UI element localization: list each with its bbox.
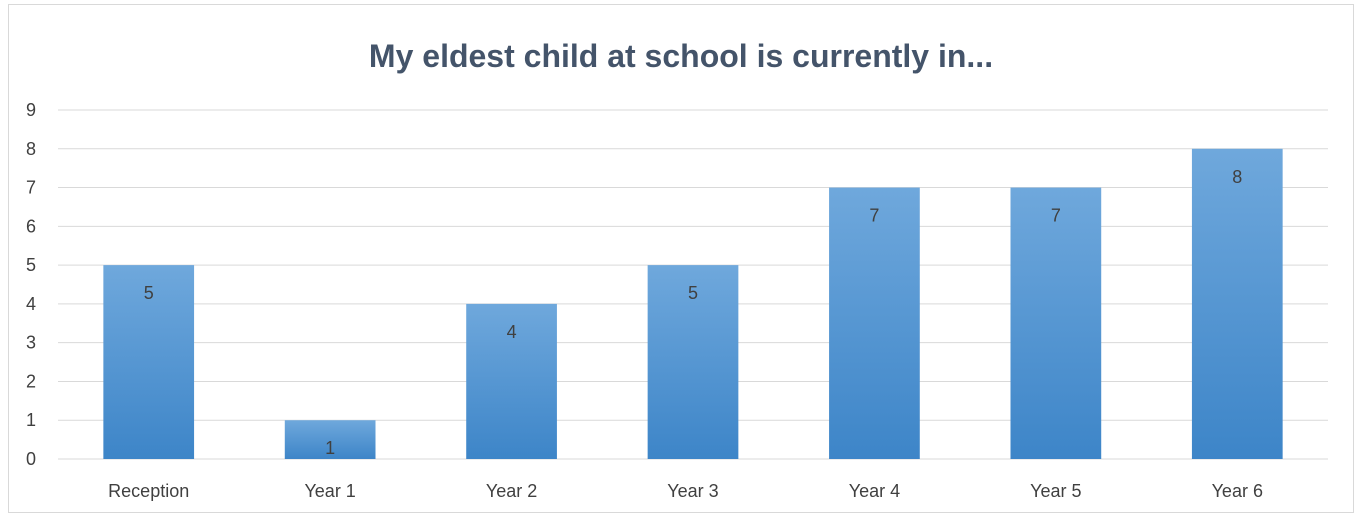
x-tick-label: Year 6 <box>1212 481 1263 501</box>
bar <box>1010 187 1102 460</box>
y-tick-label: 3 <box>26 333 36 353</box>
data-label: 4 <box>507 322 517 342</box>
y-tick-label: 1 <box>26 410 36 430</box>
y-tick-label: 2 <box>26 371 36 391</box>
bar <box>1191 148 1283 459</box>
y-tick-label: 9 <box>26 100 36 120</box>
y-tick-label: 5 <box>26 255 36 275</box>
data-label: 8 <box>1232 167 1242 187</box>
bar <box>466 303 557 459</box>
data-label: 1 <box>325 438 335 458</box>
data-label: 7 <box>1051 206 1061 226</box>
x-tick-label: Reception <box>108 481 189 501</box>
x-tick-label: Year 3 <box>667 481 718 501</box>
bars: 5 1 4 5 7 7 8 <box>103 148 1283 460</box>
chart-title: My eldest child at school is currently i… <box>368 38 994 74</box>
x-tick-label: Year 2 <box>486 481 537 501</box>
x-tick-label: Year 5 <box>1030 481 1081 501</box>
bar <box>829 187 920 460</box>
y-tick-label: 4 <box>26 294 36 314</box>
bar <box>284 420 376 459</box>
data-label: 5 <box>144 283 154 303</box>
y-tick-label: 7 <box>26 178 36 198</box>
y-tick-label: 8 <box>26 139 36 159</box>
bar <box>647 265 739 459</box>
x-tick-label: Year 1 <box>304 481 355 501</box>
x-axis-ticks: Reception Year 1 Year 2 Year 3 Year 4 Year 5 Y… <box>108 481 1263 501</box>
data-label: 5 <box>688 283 698 303</box>
y-tick-label: 6 <box>26 216 36 236</box>
y-axis-ticks: 0 1 2 3 4 5 6 7 8 9 <box>26 100 36 469</box>
y-tick-label: 0 <box>26 449 36 469</box>
x-tick-label: Year 4 <box>849 481 900 501</box>
bar <box>103 265 195 459</box>
data-label: 7 <box>869 206 879 226</box>
